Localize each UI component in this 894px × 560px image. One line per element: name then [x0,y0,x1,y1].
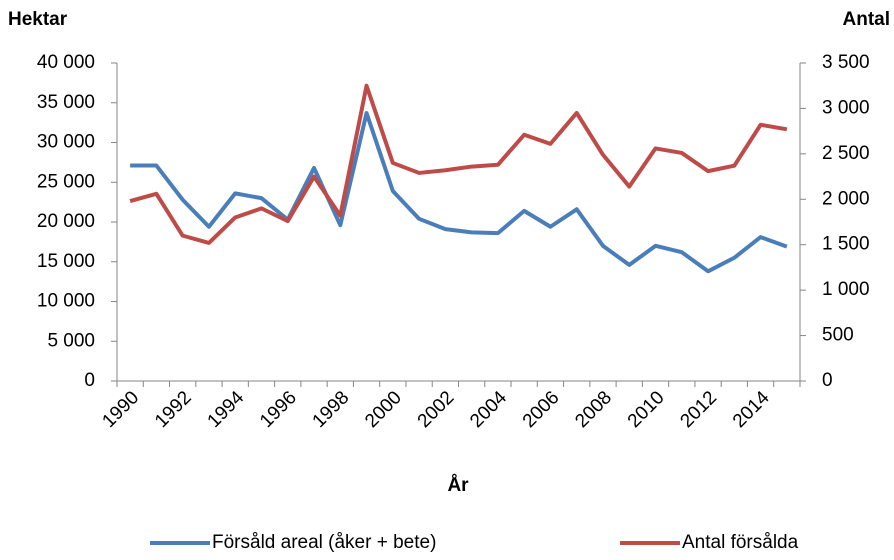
y2-tick-label: 0 [822,370,833,391]
x-tick-label: 2000 [361,387,406,432]
y2-tick-label: 3 500 [822,52,870,73]
y-tick-label: 35 000 [37,92,95,113]
y-tick-label: 10 000 [37,291,95,312]
x-tick-label: 1996 [256,387,301,432]
y-tick-label: 30 000 [37,132,95,153]
y-tick-label: 20 000 [37,211,95,232]
x-tick-label: 2008 [571,387,616,432]
y-tick-label: 25 000 [37,171,95,192]
x-tick-label: 2010 [624,387,669,432]
y2-tick-label: 1 000 [822,279,870,300]
data-line [130,111,788,274]
x-axis-title: År [447,475,469,496]
y-tick-label: 40 000 [37,52,95,73]
x-tick-label: 2002 [414,387,459,432]
x-tick-label: 1994 [204,387,249,432]
x-tick-label: 2014 [729,387,774,432]
y-tick-label: 0 [84,370,95,391]
x-tick-label: 2012 [676,387,721,432]
x-tick-label: 2004 [466,387,511,432]
x-tick-label: 1998 [309,387,354,432]
legend-label: Försåld areal (åker + bete) [212,532,436,553]
y2-tick-label: 500 [822,325,854,346]
legend-label: Antal försålda [682,532,799,553]
y2-tick-label: 2 500 [822,143,870,164]
y2-tick-label: 3 000 [822,97,870,118]
y2-axis-title: Antal [843,9,891,30]
x-tick-label: 1990 [98,387,143,432]
y2-tick-label: 2 000 [822,188,870,209]
data-line [129,83,788,245]
x-tick-label: 2006 [519,387,564,432]
x-tick-label: 1992 [151,387,196,432]
y2-tick-label: 1 500 [822,234,870,255]
y-axis-title: Hektar [8,9,68,30]
y-tick-label: 15 000 [37,251,95,272]
y-tick-label: 5 000 [47,330,95,351]
